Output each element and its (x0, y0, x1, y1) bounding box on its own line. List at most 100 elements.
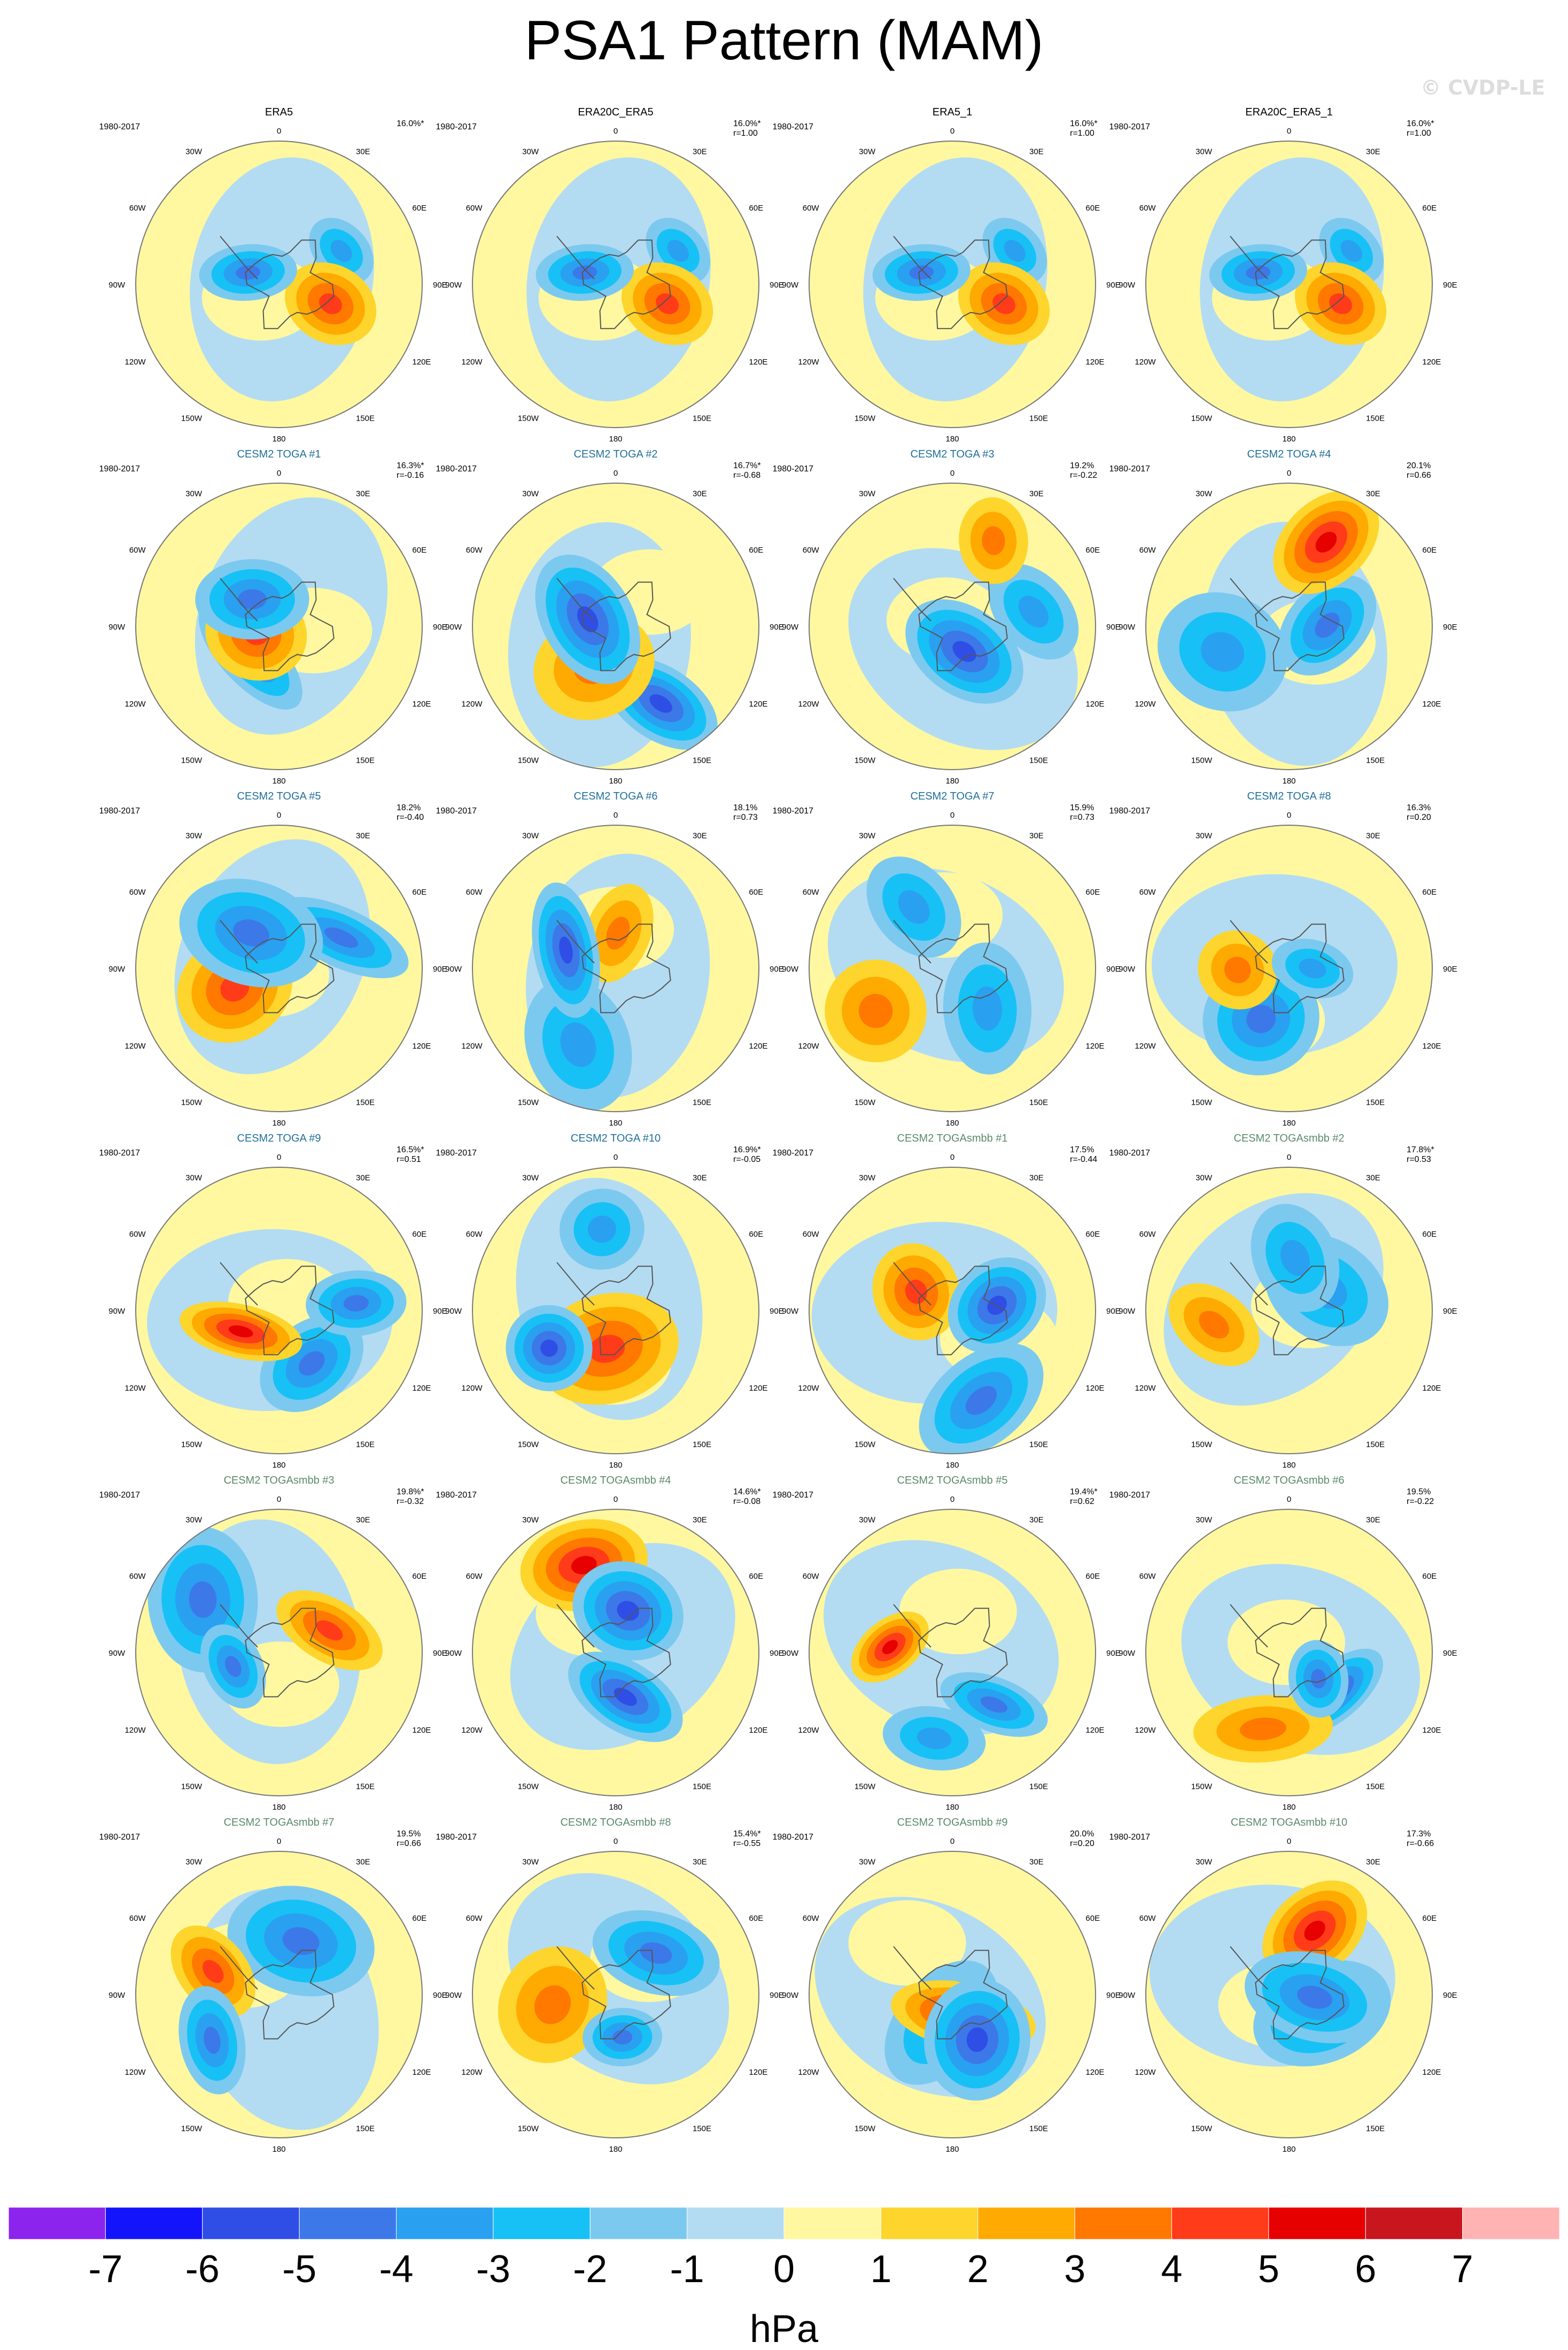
longitude-label: 30W (185, 148, 203, 157)
panel-correlation: r=0.66 (1407, 471, 1431, 480)
field-contour (1199, 1310, 1230, 1339)
longitude-label: 150E (1366, 1782, 1385, 1791)
slp-anomaly-field (809, 1851, 1096, 2138)
map-panel: 0 30E 60E 90E 120E 150E 180 150W 120W 90W 60W 30W CE… (99, 790, 447, 1128)
field-contour (980, 1696, 1008, 1713)
panel-period: 1980-2017 (772, 806, 813, 816)
slp-anomaly-field (1146, 1167, 1432, 1454)
longitude-label: 150E (356, 414, 375, 423)
longitude-label: 120W (461, 700, 483, 709)
longitude-label: 150E (1029, 1098, 1048, 1107)
longitude-label: 90E (433, 1307, 447, 1316)
longitude-label: 150E (693, 1440, 711, 1449)
longitude-label: 60W (129, 1914, 146, 1923)
longitude-label: 60W (129, 888, 146, 897)
longitude-label: 60E (1422, 1572, 1437, 1581)
panel-correlation: r=-0.08 (733, 1497, 760, 1506)
map-border (135, 1509, 423, 1796)
slp-anomaly-field (472, 141, 759, 428)
longitude-label: 30W (859, 832, 876, 841)
colorbar-tick-label: -1 (670, 2248, 704, 2291)
longitude-label: 60E (1085, 204, 1100, 213)
longitude-label: 180 (1282, 1461, 1295, 1470)
longitude-label: 60E (749, 204, 763, 213)
longitude-label: 120E (1085, 358, 1104, 367)
longitude-label: 30E (1366, 832, 1380, 841)
longitude-label: 60W (803, 1572, 820, 1581)
slp-anomaly-field (472, 1851, 759, 2138)
peninsula-coastline (1230, 1946, 1268, 1990)
colorbar-tick-label: -5 (282, 2248, 316, 2291)
field-contour (1315, 532, 1337, 553)
longitude-label: 150W (1191, 2124, 1213, 2133)
longitude-label: 120W (798, 1042, 819, 1051)
longitude-label: 150W (181, 414, 203, 423)
longitude-label: 30W (522, 1858, 539, 1867)
slp-anomaly-field (136, 483, 422, 770)
longitude-label: 120W (125, 358, 146, 367)
longitude-label: 60W (466, 1572, 483, 1581)
panel-correlation: r=0.53 (1407, 1155, 1431, 1164)
map-panel: 0 30E 60E 90E 120E 150E 180 150W 120W 90W 60W 30W ER… (99, 106, 447, 444)
longitude-label: 60E (1085, 546, 1100, 555)
longitude-label: 180 (609, 2145, 622, 2154)
panel-title: CESM2 TOGAsmbb #9 (897, 1817, 1007, 1828)
longitude-label: 150E (1366, 1098, 1385, 1107)
panel-period: 1980-2017 (772, 122, 813, 131)
longitude-label: 90W (782, 1649, 799, 1658)
longitude-label: 30E (1029, 148, 1044, 157)
panel-period: 1980-2017 (1109, 1491, 1150, 1500)
panel-period: 1980-2017 (99, 806, 140, 816)
longitude-label: 120W (1135, 2068, 1156, 2077)
panel-correlation: r=1.00 (1407, 129, 1431, 138)
longitude-label: 120E (1422, 1726, 1441, 1735)
longitude-label: 30E (1366, 1174, 1380, 1183)
longitude-label: 30E (1029, 1174, 1044, 1183)
longitude-label: 120W (125, 1726, 146, 1735)
longitude-label: 30E (693, 1858, 707, 1867)
peninsula-coastline (1230, 1604, 1268, 1648)
slp-anomaly-field (809, 483, 1096, 770)
field-contour (1297, 1986, 1332, 2009)
slp-anomaly-field (809, 141, 1096, 428)
map-panel: 0 30E 60E 90E 120E 150E 180 150W 120W 90W 60W 30W CE… (772, 448, 1120, 786)
longitude-label: 30E (1029, 1516, 1044, 1525)
longitude-label: 60W (129, 546, 146, 555)
longitude-label: 90E (1443, 1307, 1457, 1316)
colorbar: -7 -6 -5 -4 -3 -2 -1 0 1 2 3 4 5 6 7 hPa (8, 2207, 1560, 2350)
longitude-label: 120E (749, 358, 767, 367)
panel-title: CESM2 TOGA #2 (573, 448, 657, 460)
map-panel: 0 30E 60E 90E 120E 150E 180 150W 120W 90W 60W 30W ER… (1109, 106, 1457, 444)
longitude-label: 150E (356, 1098, 375, 1107)
map-panel: 0 30E 60E 90E 120E 150E 180 150W 120W 90W 60W 30W CE… (436, 790, 783, 1128)
map-border (135, 141, 423, 428)
longitude-label: 90E (770, 1991, 784, 2000)
field-contour (952, 641, 976, 662)
field-contour (667, 239, 689, 262)
longitude-label: 90W (782, 965, 799, 974)
map-border (135, 825, 423, 1112)
longitude-label: 30W (1196, 1516, 1213, 1525)
panel-period: 1980-2017 (1109, 1149, 1150, 1158)
slp-anomaly-field (1146, 1851, 1432, 2138)
panel-period: 1980-2017 (99, 1491, 140, 1500)
slp-anomaly-field (136, 825, 422, 1112)
longitude-label: 90W (1119, 1307, 1136, 1316)
colorbar-box (202, 2207, 300, 2240)
longitude-label: 150E (1366, 414, 1385, 423)
peninsula-coastline (556, 1604, 595, 1648)
longitude-label: 90E (770, 281, 784, 290)
longitude-label: 60W (803, 1914, 820, 1923)
antarctica-coastline (245, 1950, 335, 2039)
longitude-label: 90W (782, 281, 799, 290)
colorbar-box (589, 2207, 688, 2240)
antarctica-coastline (1255, 1266, 1345, 1355)
colorbar-tick-label: 7 (1452, 2248, 1473, 2291)
panel-period: 1980-2017 (1109, 1833, 1150, 1842)
field-contour (965, 1386, 997, 1415)
colorbar-box (687, 2207, 785, 2240)
longitude-label: 180 (272, 1461, 285, 1470)
panel-title: CESM2 TOGAsmbb #4 (560, 1475, 671, 1486)
antarctica-coastline (245, 239, 335, 329)
longitude-label: 150W (1191, 756, 1213, 765)
